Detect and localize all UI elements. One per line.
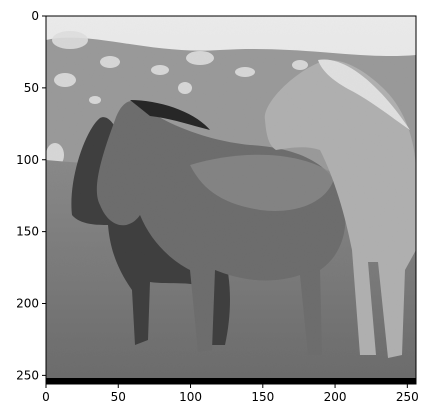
x-axis-ticks: 0 50 100 150 200 250 [42,384,419,404]
x-tick-label: 250 [396,390,419,404]
y-tick-label: 250 [16,368,39,382]
image-bottom-strip [46,378,416,384]
y-axis-ticks: 0 50 100 150 200 250 [16,9,46,382]
horses-photo [46,16,416,384]
x-tick-label: 150 [251,390,274,404]
y-tick-label: 200 [16,297,39,311]
axes-frame [45,15,417,385]
y-tick-label: 150 [16,225,39,239]
y-tick-label: 50 [24,81,39,95]
x-tick-label: 200 [324,390,347,404]
x-tick-label: 0 [42,390,50,404]
y-tick-label: 100 [16,153,39,167]
x-tick-label: 50 [111,390,126,404]
x-tick-label: 100 [179,390,202,404]
y-tick-label: 0 [31,9,39,23]
